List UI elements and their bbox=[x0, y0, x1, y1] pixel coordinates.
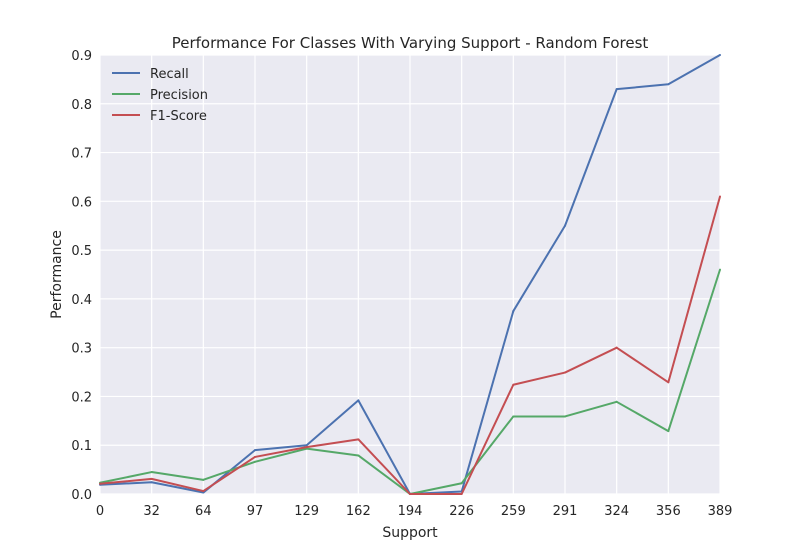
tick-labels: 0.0 0.1 0.2 0.3 0.4 0.5 0.6 0.7 0.8 0.9 0 32 64 97 129… bbox=[71, 49, 732, 519]
data-point-f1-score bbox=[254, 455, 256, 458]
y-tick-label: 0.7 bbox=[71, 147, 92, 162]
data-point-recall bbox=[150, 481, 153, 484]
data-point-precision bbox=[719, 268, 721, 271]
x-tick-label: 389 bbox=[708, 504, 733, 519]
y-tick-label: 0.1 bbox=[71, 439, 92, 454]
x-tick-label: 0 bbox=[96, 504, 104, 519]
data-point-f1-score bbox=[719, 195, 721, 198]
data-point-precision bbox=[150, 471, 153, 474]
data-point-f1-score bbox=[99, 482, 101, 485]
legend: Recall Precision F1-Score bbox=[112, 67, 208, 124]
y-tick-label: 0.4 bbox=[71, 293, 92, 308]
y-tick-label: 0.8 bbox=[71, 98, 92, 113]
gridlines bbox=[99, 54, 721, 495]
data-point-recall bbox=[667, 83, 670, 86]
series-lines bbox=[99, 54, 721, 495]
data-point-recall bbox=[564, 224, 566, 227]
data-point-recall bbox=[202, 491, 205, 494]
data-point-f1-score bbox=[512, 383, 515, 386]
x-tick-label: 162 bbox=[346, 504, 371, 519]
data-point-precision bbox=[667, 430, 670, 433]
data-point-precision bbox=[564, 415, 566, 418]
data-point-recall bbox=[357, 399, 360, 402]
data-point-recall bbox=[305, 444, 308, 447]
x-tick-label: 324 bbox=[604, 504, 629, 519]
data-point-recall bbox=[719, 54, 721, 56]
data-point-precision bbox=[202, 478, 205, 481]
x-tick-label: 32 bbox=[143, 504, 160, 519]
x-tick-label: 194 bbox=[398, 504, 423, 519]
x-tick-label: 356 bbox=[656, 504, 681, 519]
y-tick-label: 0.9 bbox=[71, 49, 92, 64]
x-tick-label: 291 bbox=[553, 504, 578, 519]
data-point-recall bbox=[254, 449, 256, 452]
data-point-f1-score bbox=[667, 381, 670, 384]
data-point-recall bbox=[615, 88, 618, 91]
y-tick-label: 0.3 bbox=[71, 342, 92, 357]
data-point-f1-score bbox=[460, 493, 463, 495]
x-axis-label: Support bbox=[382, 525, 438, 541]
y-axis-label: Performance bbox=[49, 230, 65, 319]
data-point-precision bbox=[460, 482, 463, 485]
chart-title: Performance For Classes With Varying Sup… bbox=[172, 34, 649, 52]
x-tick-label: 64 bbox=[195, 504, 212, 519]
x-tick-label: 226 bbox=[449, 504, 474, 519]
data-point-f1-score bbox=[305, 446, 308, 449]
data-point-f1-score bbox=[150, 477, 153, 480]
y-tick-label: 0.0 bbox=[71, 488, 92, 503]
data-point-precision bbox=[357, 454, 360, 457]
y-tick-label: 0.6 bbox=[71, 195, 92, 210]
data-point-f1-score bbox=[564, 371, 566, 374]
data-point-precision bbox=[615, 400, 618, 403]
y-tick-label: 0.2 bbox=[71, 390, 92, 405]
data-point-recall bbox=[512, 310, 515, 313]
x-tick-label: 97 bbox=[247, 504, 264, 519]
data-point-f1-score bbox=[615, 346, 618, 349]
y-tick-label: 0.5 bbox=[71, 244, 92, 259]
x-tick-label: 259 bbox=[501, 504, 526, 519]
data-point-f1-score bbox=[357, 438, 360, 441]
legend-label: F1-Score bbox=[150, 109, 207, 124]
data-point-f1-score bbox=[202, 490, 205, 493]
data-point-precision bbox=[512, 415, 515, 418]
data-point-f1-score bbox=[409, 493, 411, 495]
legend-label: Precision bbox=[150, 88, 208, 103]
x-tick-label: 129 bbox=[294, 504, 319, 519]
data-point-precision bbox=[254, 460, 256, 463]
legend-label: Recall bbox=[150, 67, 189, 82]
